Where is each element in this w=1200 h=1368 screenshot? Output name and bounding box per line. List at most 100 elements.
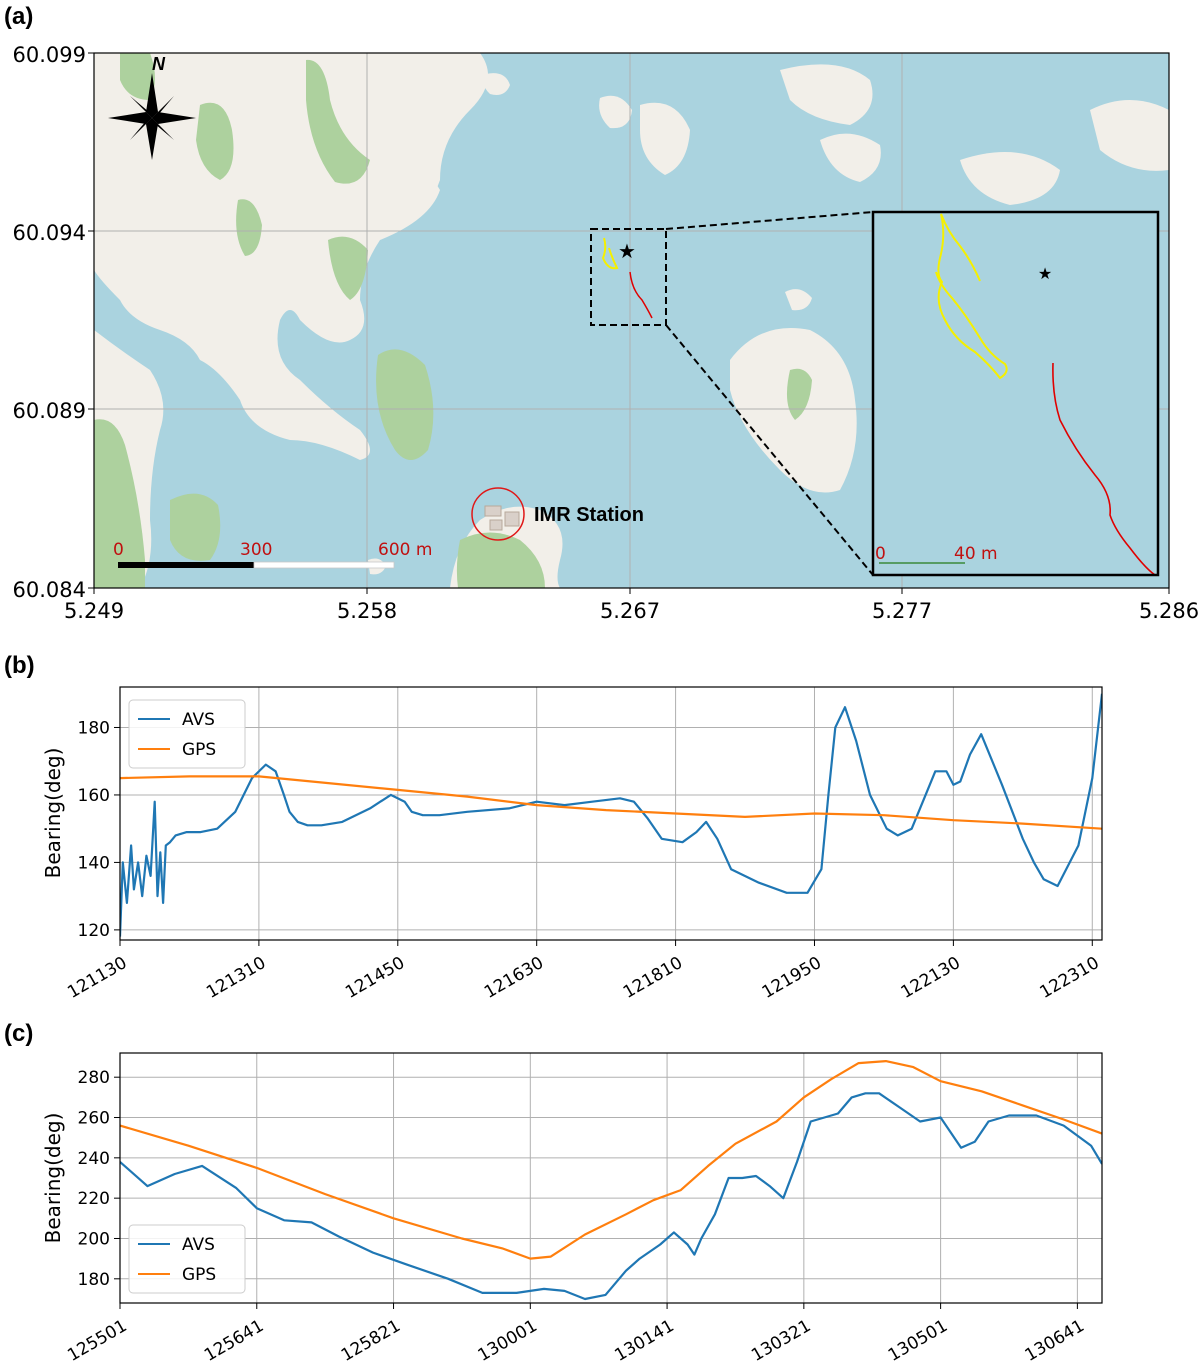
map-y-tick-label: 60.084 bbox=[13, 578, 86, 602]
y-tick-label: 180 bbox=[78, 718, 110, 738]
x-tick-label: 130641 bbox=[1022, 1316, 1088, 1366]
star-icon: ★ bbox=[618, 239, 636, 263]
wood-3 bbox=[236, 199, 262, 256]
panel-label-b: (b) bbox=[4, 652, 35, 679]
x-tick-label: 125641 bbox=[201, 1316, 267, 1366]
y-tick-label: 240 bbox=[78, 1149, 110, 1169]
legend: AVS GPS bbox=[128, 699, 246, 769]
map-y-ticks: 60.099 60.094 60.089 60.084 bbox=[13, 43, 94, 602]
map-x-tick-label: 5.277 bbox=[872, 599, 932, 623]
x-tick-label: 121810 bbox=[620, 953, 686, 1003]
y-tick-label: 260 bbox=[78, 1109, 110, 1129]
map-x-tick-label: 5.267 bbox=[600, 599, 660, 623]
y-axis-label: Bearing(deg) bbox=[41, 748, 65, 879]
track-red-small bbox=[629, 271, 653, 319]
island-7 bbox=[1090, 100, 1169, 171]
map-scale-bar: 0 300 600 m bbox=[113, 540, 432, 569]
wood-9 bbox=[456, 532, 545, 588]
legend-box bbox=[128, 1224, 246, 1294]
y-tick-label: 180 bbox=[78, 1270, 110, 1290]
zoom-connector-bottom bbox=[665, 324, 874, 576]
x-tick-label: 122130 bbox=[898, 953, 964, 1003]
wood-5 bbox=[328, 236, 368, 300]
x-tick-label: 121450 bbox=[342, 953, 408, 1003]
map-panel: 60.099 60.094 60.089 60.084 5.249 5.258 … bbox=[13, 43, 1200, 623]
legend-label-avs: AVS bbox=[182, 710, 215, 730]
x-tick-label: 130001 bbox=[475, 1316, 541, 1366]
north-label: N bbox=[152, 54, 166, 74]
series-lines bbox=[120, 693, 1102, 937]
series-line-gps bbox=[120, 775, 1102, 830]
zoom-inset: ★ 0 40 m bbox=[871, 210, 1160, 577]
map-y-tick-label: 60.089 bbox=[13, 399, 86, 423]
map-y-tick-label: 60.094 bbox=[13, 221, 86, 245]
legend-box bbox=[128, 699, 246, 769]
y-tick-label: 280 bbox=[78, 1068, 110, 1088]
series-lines bbox=[120, 1060, 1102, 1301]
track-yellow-inset-a bbox=[940, 213, 981, 282]
y-axis-label: Bearing(deg) bbox=[41, 1113, 65, 1244]
panel-label-a: (a) bbox=[4, 3, 33, 30]
compass-rose-icon bbox=[108, 73, 196, 160]
x-axis-ticks: 121130 121310 121450 121630 121810 121950 1221… bbox=[64, 940, 1103, 1003]
inset-scale-label-40: 40 m bbox=[954, 544, 998, 564]
wood-6 bbox=[376, 349, 434, 460]
zoom-region-box bbox=[590, 228, 667, 326]
map-y-tick-label: 60.099 bbox=[13, 43, 86, 67]
star-icon: ★ bbox=[1038, 264, 1052, 283]
x-tick-label: 122310 bbox=[1037, 953, 1103, 1003]
series-line-avs bbox=[120, 1092, 1102, 1301]
map-x-tick-label: 5.286 bbox=[1139, 599, 1199, 623]
x-tick-label: 130141 bbox=[611, 1316, 677, 1366]
x-tick-label: 125501 bbox=[64, 1316, 130, 1366]
map-frame bbox=[93, 52, 1170, 589]
island-8 bbox=[785, 289, 812, 311]
plot-frame bbox=[119, 686, 1103, 941]
inset-frame bbox=[871, 210, 1160, 577]
island-5 bbox=[820, 133, 881, 182]
island-6 bbox=[960, 152, 1060, 205]
x-tick-label: 125821 bbox=[338, 1316, 404, 1366]
legend: AVS GPS bbox=[128, 1224, 246, 1294]
y-tick-label: 160 bbox=[78, 786, 110, 806]
y-tick-label: 120 bbox=[78, 921, 110, 941]
plot-frame bbox=[119, 1052, 1103, 1304]
track-yellow-small bbox=[601, 237, 619, 270]
imr-station-label: IMR Station bbox=[534, 504, 644, 526]
x-tick-label: 121310 bbox=[203, 953, 269, 1003]
x-tick-label: 130501 bbox=[885, 1316, 951, 1366]
inset-water bbox=[873, 212, 1158, 575]
track-red-inset bbox=[1052, 362, 1156, 575]
wood-8 bbox=[94, 419, 145, 588]
imr-station-circle bbox=[471, 487, 525, 541]
land-middle bbox=[290, 53, 488, 230]
scale-label-0: 0 bbox=[113, 540, 124, 560]
map-x-tick-label: 5.258 bbox=[337, 599, 397, 623]
building-3 bbox=[489, 519, 503, 531]
map-x-ticks: 5.249 5.258 5.267 5.277 5.286 bbox=[64, 588, 1199, 623]
building-1 bbox=[484, 505, 502, 517]
panel-label-c: (c) bbox=[4, 1020, 33, 1047]
wood-10 bbox=[786, 368, 812, 420]
zoom-connector-top bbox=[665, 211, 874, 230]
wood-7 bbox=[170, 493, 221, 561]
island-1 bbox=[483, 73, 510, 95]
gridlines bbox=[119, 1053, 1102, 1303]
series-line-gps bbox=[120, 1060, 1102, 1260]
x-tick-label: 130321 bbox=[748, 1316, 814, 1366]
y-axis-ticks: 180 200 220 240 260 280 bbox=[78, 1068, 120, 1290]
scale-label-600: 600 m bbox=[378, 540, 432, 560]
scale-label-300: 300 bbox=[240, 540, 272, 560]
wood-4 bbox=[306, 59, 370, 184]
island-2 bbox=[599, 95, 632, 129]
legend-label-gps: GPS bbox=[182, 740, 216, 760]
x-tick-label: 121130 bbox=[64, 953, 130, 1003]
building-2 bbox=[504, 511, 520, 527]
x-axis-ticks: 125501 125641 125821 130001 130141 130321 1305… bbox=[64, 1303, 1088, 1366]
y-axis-ticks: 120 140 160 180 bbox=[78, 718, 120, 941]
series-line-avs bbox=[120, 693, 1102, 937]
gridlines bbox=[119, 687, 1102, 940]
x-tick-label: 121630 bbox=[481, 953, 547, 1003]
